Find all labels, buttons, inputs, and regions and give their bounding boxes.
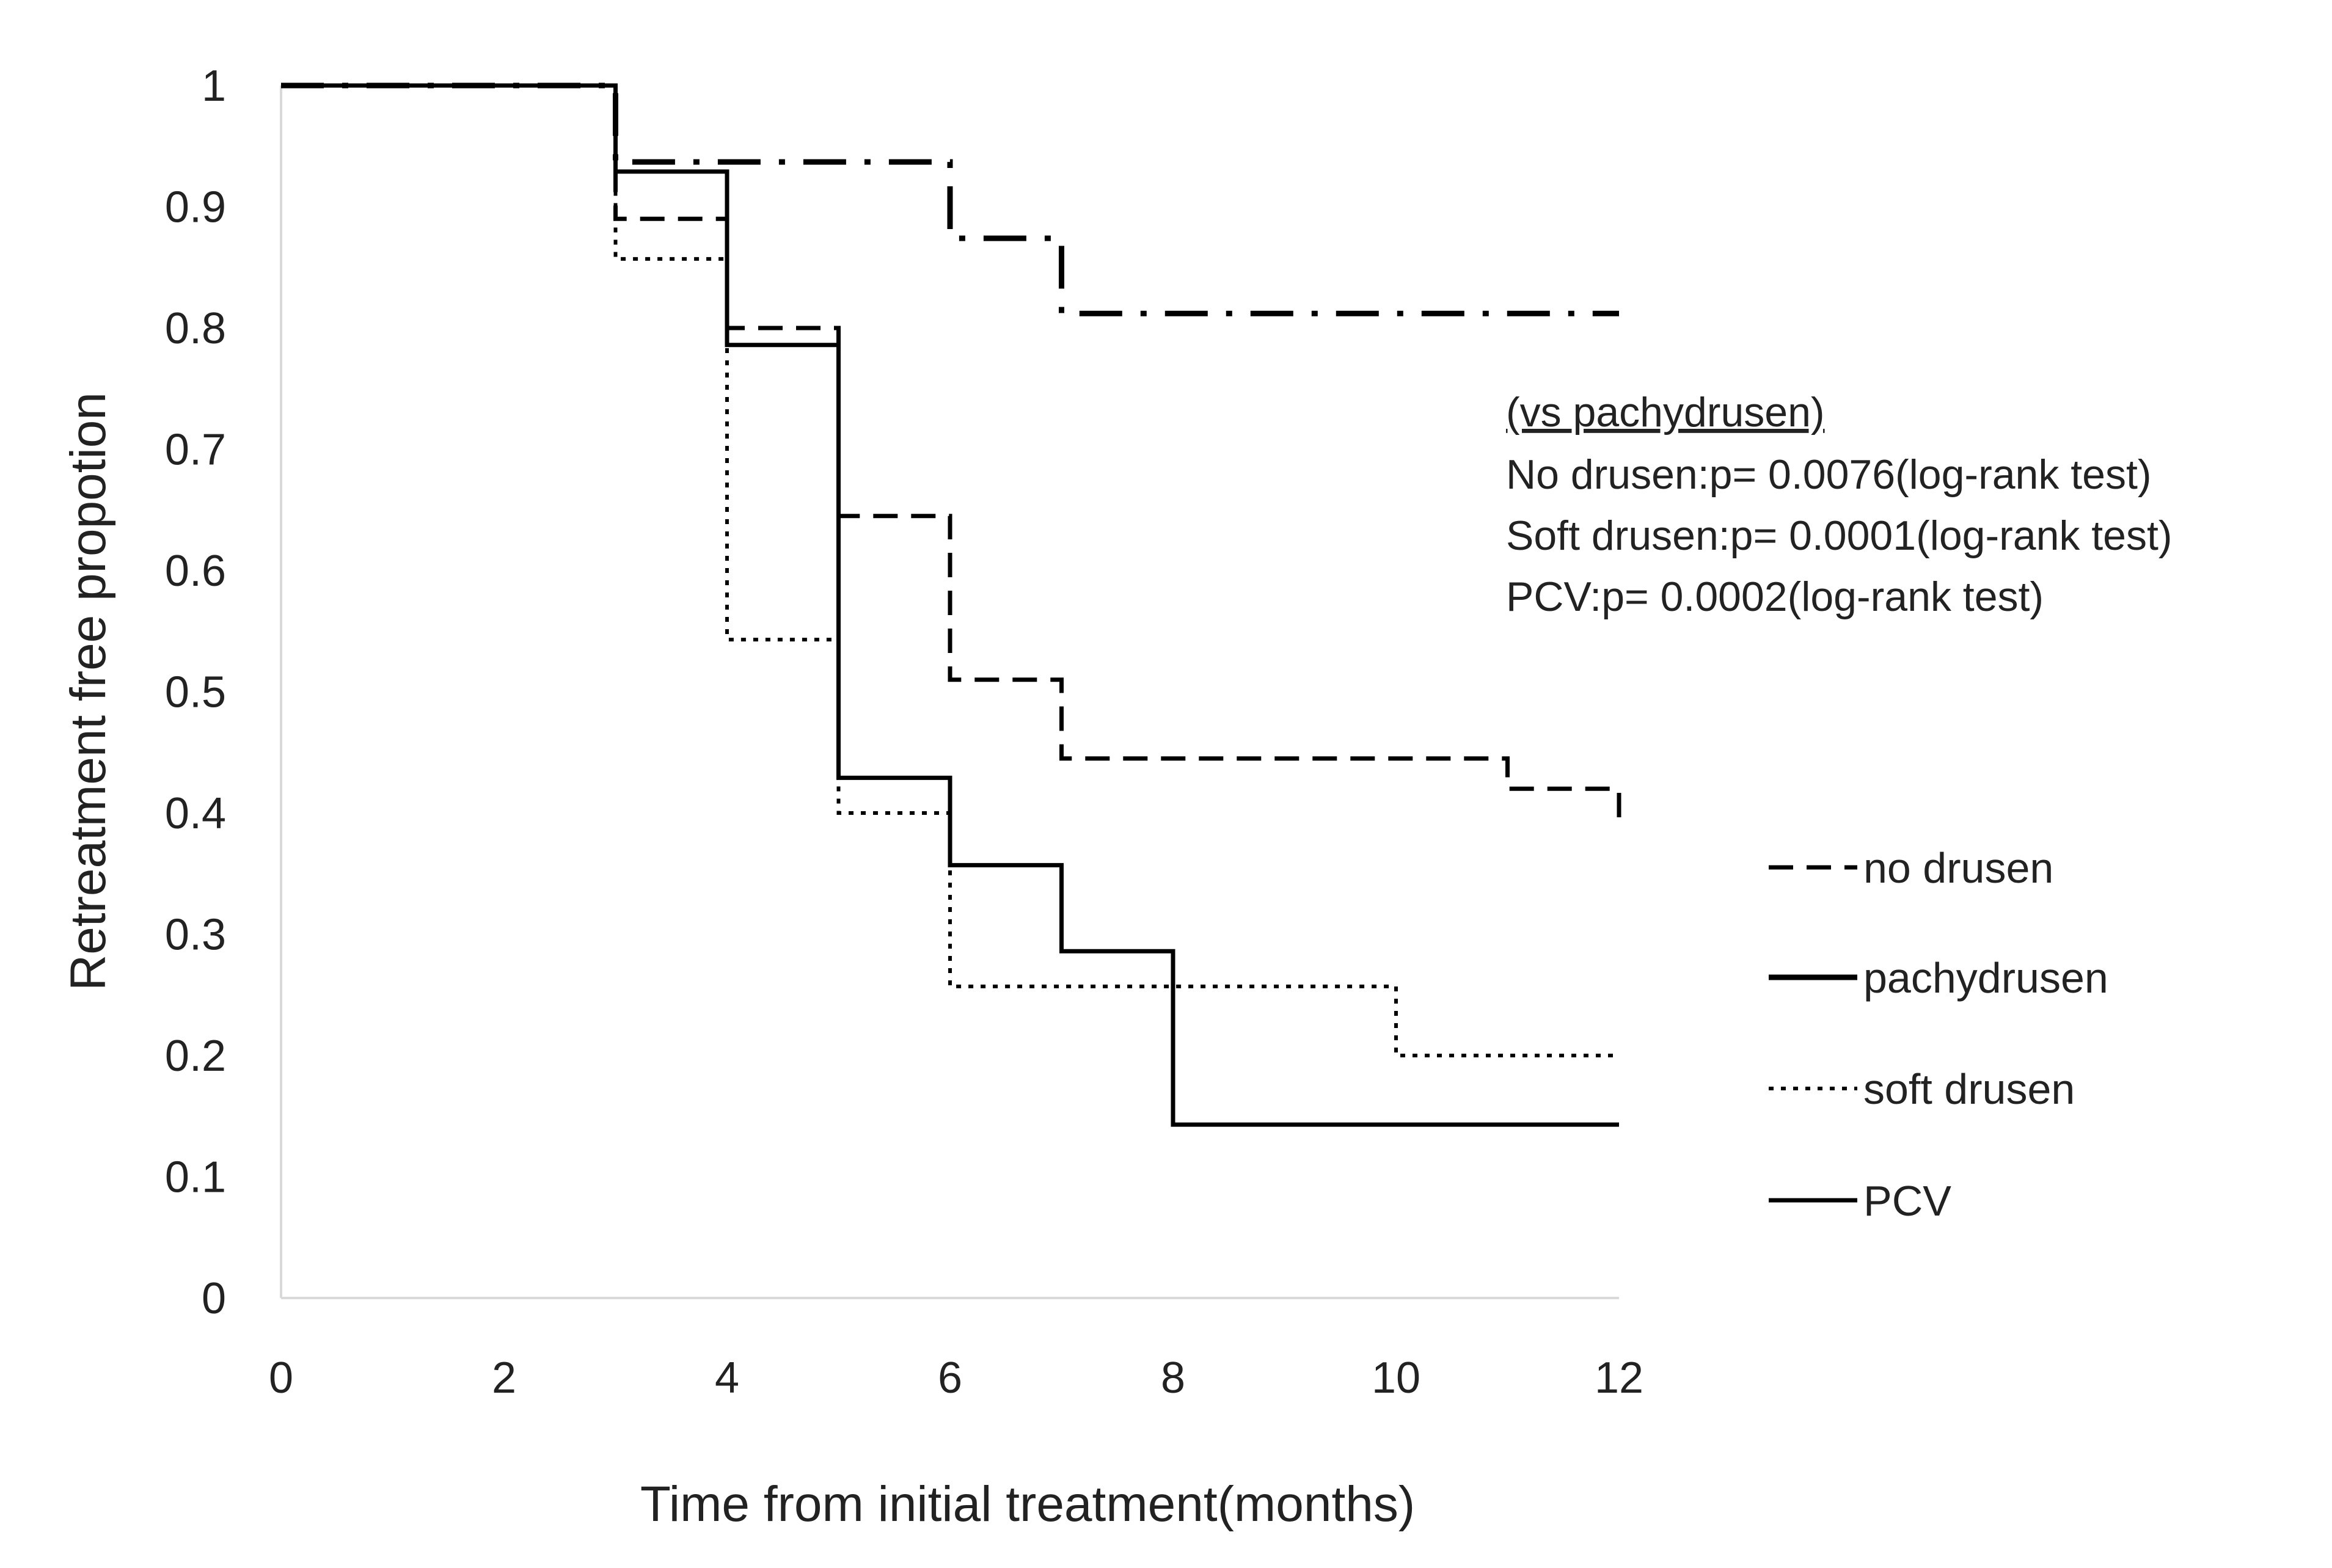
- legend-label: soft drusen: [1863, 1065, 2075, 1113]
- y-tick-label: 0.7: [165, 426, 226, 475]
- annotation-soft-drusen: Soft drusen:p= 0.0001(log-rank test): [1506, 512, 2173, 559]
- x-tick-label: 4: [715, 1354, 739, 1402]
- x-tick-label: 10: [1372, 1354, 1420, 1402]
- log-rank-annotations: (vs pachydrusen) No drusen:p= 0.0076(log…: [1506, 389, 2173, 620]
- x-tick-label: 12: [1595, 1354, 1643, 1402]
- y-tick-label: 0.8: [165, 304, 226, 353]
- x-axis-title: Time from initial treatment(months): [640, 1476, 1415, 1532]
- y-tick-label: 0.6: [165, 547, 226, 596]
- axes: [280, 86, 1619, 1299]
- annotation-pcv: PCV:p= 0.0002(log-rank test): [1506, 574, 2044, 620]
- legend: no drusen pachydrusen soft drusen PCV: [1769, 844, 2108, 1225]
- legend-label: PCV: [1863, 1177, 1951, 1225]
- y-tick-label: 0.3: [165, 911, 226, 960]
- legend-label: pachydrusen: [1863, 954, 2108, 1002]
- series-line-pcv: [281, 83, 1619, 1127]
- y-tick-label: 0.9: [165, 183, 226, 232]
- x-tick-label: 8: [1161, 1354, 1185, 1402]
- y-axis-title: Retreatment free propotion: [60, 392, 116, 991]
- legend-label: no drusen: [1863, 844, 2053, 892]
- x-tick-label: 6: [938, 1354, 962, 1402]
- y-tick-label: 0.2: [165, 1032, 226, 1081]
- series-lines: [281, 82, 1621, 1127]
- x-tick-label: 0: [269, 1354, 293, 1402]
- y-tick-label: 1: [202, 62, 226, 111]
- annotation-header: (vs pachydrusen): [1506, 389, 1825, 436]
- series-line-no-drusen: [281, 83, 1621, 819]
- y-tick-label: 0.5: [165, 668, 226, 717]
- x-tick-label: 2: [492, 1354, 516, 1402]
- x-tick-labels: 0 2 4 6 8 10 12: [269, 1354, 1643, 1402]
- y-tick-label: 0.4: [165, 789, 226, 838]
- y-tick-label: 0.1: [165, 1153, 226, 1202]
- y-tick-label: 0: [202, 1274, 226, 1323]
- annotation-no-drusen: No drusen:p= 0.0076(log-rank test): [1506, 451, 2152, 498]
- y-tick-labels: 0 0.1 0.2 0.3 0.4 0.5 0.6 0.7 0.8 0.9 1: [165, 62, 226, 1323]
